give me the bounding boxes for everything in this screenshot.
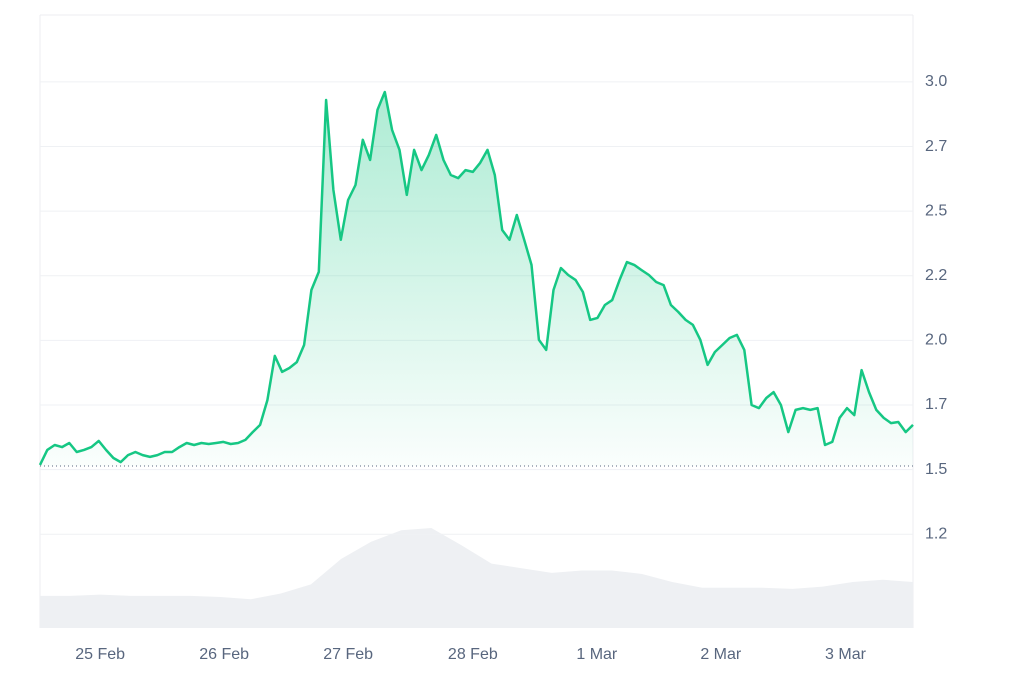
volume-area [40,528,913,628]
y-tick-label: 2.5 [925,202,947,219]
x-tick-label: 28 Feb [448,646,498,663]
y-tick-label: 2.0 [925,332,947,349]
y-tick-label: 3.0 [925,73,947,90]
x-tick-label: 25 Feb [75,646,125,663]
y-tick-label: 1.5 [925,461,947,478]
x-tick-label: 3 Mar [825,646,867,663]
area-fill [40,92,913,466]
y-tick-label: 1.7 [925,396,947,413]
x-tick-label: 1 Mar [576,646,618,663]
y-tick-label: 2.7 [925,138,947,155]
x-tick-label: 27 Feb [323,646,373,663]
y-tick-label: 2.2 [925,267,947,284]
x-tick-label: 2 Mar [700,646,742,663]
x-tick-label: 26 Feb [199,646,249,663]
price-line [38,90,914,466]
y-tick-label: 1.2 [925,525,947,542]
